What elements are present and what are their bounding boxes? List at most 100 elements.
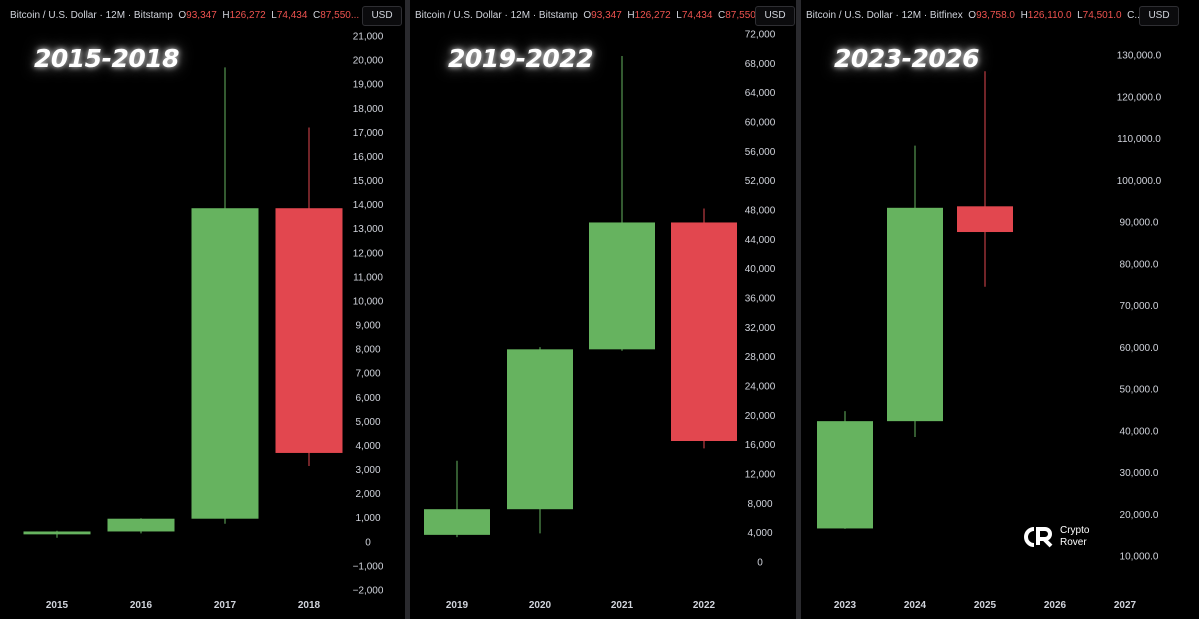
y-tick-label: 17,000 (353, 128, 384, 139)
y-tick-label: 32,000 (745, 323, 776, 334)
era-title: 2015-2018 (34, 44, 180, 73)
x-tick-label: 2020 (529, 600, 552, 611)
y-tick-label: 18,000 (353, 104, 384, 115)
y-tick-label: 60,000.0 (1120, 343, 1159, 354)
y-tick-label: −2,000 (353, 586, 384, 597)
x-tick-label: 2023 (834, 600, 857, 611)
y-tick-label: 15,000 (353, 176, 384, 187)
y-tick-label: 60,000 (745, 118, 776, 129)
chart-panel-2[interactable]: Bitcoin / U.S. Dollar · 12M · Bitstamp O… (410, 0, 796, 619)
y-tick-label: 70,000.0 (1120, 301, 1159, 312)
candle-body (275, 208, 343, 453)
x-tick-label: 2027 (1114, 600, 1137, 611)
y-tick-label: 56,000 (745, 147, 776, 158)
y-tick-label: 4,000 (355, 441, 380, 452)
x-tick-label: 2015 (46, 600, 69, 611)
era-title: 2019-2022 (448, 44, 594, 73)
crypto-rover-logo-icon (1024, 527, 1053, 548)
x-tick-label: 2022 (693, 600, 716, 611)
candle-body (671, 222, 737, 441)
symbol-header: Bitcoin / U.S. Dollar · 12M · Bitfinex O… (806, 10, 1143, 21)
candle-body (887, 207, 943, 422)
x-tick-label: 2024 (904, 600, 927, 611)
y-tick-label: 13,000 (353, 224, 384, 235)
y-tick-label: 6,000 (355, 393, 380, 404)
y-tick-label: 20,000.0 (1120, 510, 1159, 521)
y-tick-label: 5,000 (355, 417, 380, 428)
y-tick-label: 100,000.0 (1117, 176, 1162, 187)
panel-divider[interactable] (796, 0, 801, 619)
y-tick-label: 0 (365, 537, 371, 548)
y-tick-label: 30,000.0 (1120, 468, 1159, 479)
y-tick-label: 50,000.0 (1120, 385, 1159, 396)
y-tick-label: 3,000 (355, 465, 380, 476)
candle-body (589, 222, 655, 350)
y-tick-label: 8,000 (747, 499, 772, 510)
y-tick-label: 120,000.0 (1117, 92, 1162, 103)
candlestick-chart: 0 4,000 8,000 12,000 16,000 20,000 24,000 28,00… (424, 30, 776, 611)
y-tick-label: 44,000 (745, 235, 776, 246)
x-tick-label: 2026 (1044, 600, 1067, 611)
x-tick-label: 2019 (446, 600, 469, 611)
chart-panel-3[interactable]: Bitcoin / U.S. Dollar · 12M · Bitfinex O… (801, 0, 1199, 619)
candle-body (817, 421, 873, 529)
candlestick-chart: −2,000 −1,000 0 1,000 2,000 3,000 4,000 5,000 6,… (23, 32, 384, 611)
y-tick-label: 8,000 (355, 345, 380, 356)
y-tick-label: 11,000 (353, 272, 383, 283)
y-tick-label: 68,000 (745, 59, 776, 70)
y-tick-label: 1,000 (355, 513, 380, 524)
candle-body (191, 208, 259, 519)
currency-button[interactable]: USD (1139, 6, 1179, 26)
panel-divider[interactable] (405, 0, 410, 619)
y-tick-label: 64,000 (745, 88, 776, 99)
y-tick-label: 20,000 (353, 56, 384, 67)
y-tick-label: 130,000.0 (1117, 51, 1162, 62)
y-tick-label: 40,000 (745, 264, 776, 275)
y-tick-label: 20,000 (745, 411, 776, 422)
logo-text-line-2: Rover (1060, 537, 1087, 548)
y-tick-label: 90,000.0 (1120, 218, 1159, 229)
y-tick-label: 19,000 (353, 80, 384, 91)
y-tick-label: 12,000 (353, 248, 384, 259)
currency-button[interactable]: USD (362, 6, 402, 26)
candle-body (507, 349, 573, 510)
x-tick-label: 2025 (974, 600, 997, 611)
x-tick-label: 2018 (298, 600, 321, 611)
y-tick-label: 2,000 (355, 489, 380, 500)
y-tick-label: 36,000 (745, 294, 776, 305)
x-tick-label: 2016 (130, 600, 153, 611)
y-tick-label: 48,000 (745, 206, 776, 217)
candlestick-chart: 10,000.0 20,000.0 30,000.0 40,000.0 50,000.0… (817, 51, 1162, 611)
y-tick-label: 52,000 (745, 176, 776, 187)
logo-text-line-1: Crypto (1060, 525, 1090, 536)
y-tick-label: 10,000 (353, 296, 384, 307)
x-tick-label: 2017 (214, 600, 237, 611)
symbol-header: Bitcoin / U.S. Dollar · 12M · Bitstamp O… (415, 10, 765, 21)
x-tick-label: 2021 (611, 600, 634, 611)
y-tick-label: 4,000 (747, 528, 772, 539)
symbol-header: Bitcoin / U.S. Dollar · 12M · Bitstamp O… (10, 10, 360, 21)
y-tick-label: 16,000 (353, 152, 384, 163)
candle-body (23, 531, 91, 535)
candle-body (424, 509, 490, 535)
y-tick-label: 0 (757, 558, 763, 569)
y-tick-label: 16,000 (745, 440, 776, 451)
y-tick-label: 72,000 (745, 30, 776, 41)
era-title: 2023-2026 (834, 44, 980, 73)
candle-body (957, 206, 1013, 233)
y-tick-label: −1,000 (353, 561, 384, 572)
y-tick-label: 80,000.0 (1120, 259, 1159, 270)
y-tick-label: 14,000 (353, 200, 384, 211)
crypto-rover-logo: Crypto Rover (1020, 525, 1089, 549)
y-tick-label: 24,000 (745, 382, 776, 393)
y-tick-label: 12,000 (745, 470, 776, 481)
y-tick-label: 10,000.0 (1120, 552, 1159, 563)
candle-body (107, 518, 175, 532)
currency-button[interactable]: USD (755, 6, 795, 26)
y-tick-label: 28,000 (745, 352, 776, 363)
y-tick-label: 9,000 (355, 321, 380, 332)
y-tick-label: 7,000 (355, 369, 380, 380)
y-tick-label: 40,000.0 (1120, 426, 1159, 437)
y-tick-label: 21,000 (353, 32, 384, 43)
chart-panel-1[interactable]: Bitcoin / U.S. Dollar · 12M · Bitstamp O… (0, 0, 405, 619)
